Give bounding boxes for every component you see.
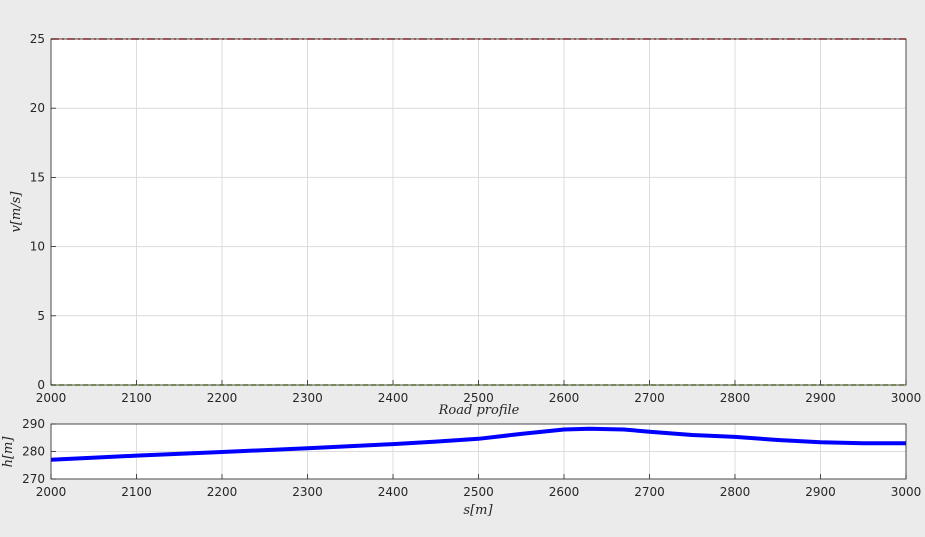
road-profile-series — [50, 426, 906, 462]
road-profile-axes: Road profile 2000 2100 2200 2300 2400 2500 260… — [1, 403, 921, 518]
velocity-ytick-label: 0 — [37, 378, 45, 392]
road-profile-xtick-label: 2600 — [549, 485, 580, 499]
velocity-axes: 2000 2100 2200 2300 2400 2500 2600 2700 2800 2900… — [9, 32, 921, 405]
velocity-xtick-label: 2400 — [378, 391, 409, 405]
velocity-xtick-label: 2500 — [463, 391, 494, 405]
road-profile-xtick-label: 2500 — [463, 485, 494, 499]
road-profile-ytick-label: 290 — [22, 417, 45, 431]
velocity-ytick-label: 20 — [30, 101, 45, 115]
velocity-ytick-label: 15 — [30, 170, 45, 184]
velocity-xtick-label: 2900 — [805, 391, 836, 405]
velocity-xtick-label: 2200 — [207, 391, 238, 405]
velocity-xtick-label: 2600 — [549, 391, 580, 405]
velocity-xtick-label: 2100 — [121, 391, 152, 405]
road-profile-ytick-label: 270 — [22, 472, 45, 486]
velocity-ylabel: v[m/s] — [9, 191, 24, 233]
road-profile-xtick-label: 2400 — [378, 485, 409, 499]
velocity-ytick-label: 10 — [30, 240, 45, 254]
velocity-ticks: 2000 2100 2200 2300 2400 2500 2600 2700 2800 2900… — [30, 32, 922, 405]
road-profile-xtick-label: 2200 — [207, 485, 238, 499]
road-profile-ylabel: h[m] — [1, 436, 16, 468]
velocity-ytick-label: 25 — [30, 32, 45, 46]
velocity-ytick-label: 5 — [37, 309, 45, 323]
velocity-xtick-label: 2000 — [36, 391, 67, 405]
road-profile-xtick-label: 2700 — [634, 485, 665, 499]
road-profile-xlabel: s[m] — [463, 503, 493, 518]
velocity-xtick-label: 3000 — [891, 391, 922, 405]
road-profile-xtick-label: 2800 — [720, 485, 751, 499]
road-profile-xtick-label: 2900 — [805, 485, 836, 499]
road-profile-xtick-label: 3000 — [891, 485, 922, 499]
road-profile-ticks: 2000 2100 2200 2300 2400 2500 2600 2700 2800 2900… — [22, 417, 921, 499]
road-profile-xtick-label: 2100 — [121, 485, 152, 499]
road-profile-title: Road profile — [438, 403, 520, 418]
road-profile-ytick-label: 280 — [22, 445, 45, 459]
road-profile-xtick-label: 2000 — [36, 485, 67, 499]
road-profile-xtick-label: 2300 — [292, 485, 323, 499]
velocity-xtick-label: 2300 — [292, 391, 323, 405]
road-profile-series-line-1 — [50, 426, 906, 462]
velocity-xtick-label: 2700 — [634, 391, 665, 405]
velocity-xtick-label: 2800 — [720, 391, 751, 405]
